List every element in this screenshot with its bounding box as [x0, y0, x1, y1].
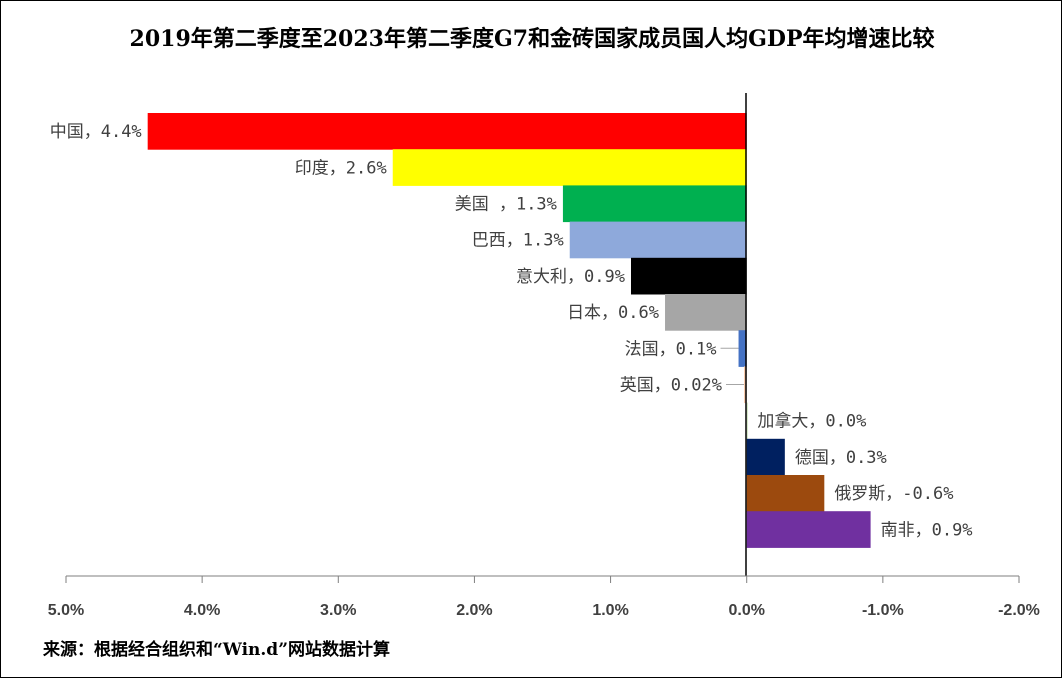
data-label: 意大利，0.9%: [516, 267, 625, 287]
data-label: 日本，0.6%: [567, 303, 659, 323]
x-tick-label: 0.0%: [728, 602, 764, 619]
source-note: 来源：根据经合组织和“Win.d”网站数据计算: [42, 639, 390, 660]
x-tick-label: 1.0%: [592, 602, 628, 619]
bar-0: [147, 113, 747, 150]
data-label: 英国，0.02%: [620, 376, 722, 396]
x-tick-label: 5.0%: [48, 602, 84, 619]
data-label: 南非，0.9%: [881, 520, 973, 540]
bar-2: [562, 185, 747, 223]
bar-10: [746, 475, 825, 512]
x-tick-label: 2.0%: [456, 602, 492, 619]
data-label: 德国，0.3%: [795, 448, 887, 468]
bar-5: [665, 294, 747, 331]
data-label: 巴西，1.3%: [472, 231, 564, 251]
bar-1: [392, 149, 747, 186]
x-tick-label: -1.0%: [862, 602, 904, 619]
bar-4: [630, 257, 747, 295]
bar-6: [738, 330, 747, 367]
data-label: 俄罗斯，-0.6%: [834, 484, 953, 504]
bar-11: [746, 511, 871, 548]
data-label: 印度，2.6%: [295, 158, 387, 178]
x-tick-label: 4.0%: [184, 602, 220, 619]
x-tick-label: 3.0%: [320, 602, 356, 619]
bar-9: [746, 438, 785, 476]
data-label: 法国，0.1%: [625, 339, 717, 359]
bar-3: [569, 221, 747, 259]
data-label: 加拿大，0.0%: [757, 411, 866, 432]
chart-title: 2019年第二季度至2023年第二季度G7和金砖国家成员国人均GDP年均增速比较: [130, 26, 935, 52]
bar-8: [746, 402, 748, 440]
data-label: 美国 ，1.3%: [455, 195, 557, 215]
x-tick-label: -2.0%: [998, 602, 1040, 619]
data-label: 中国，4.4%: [50, 122, 142, 142]
